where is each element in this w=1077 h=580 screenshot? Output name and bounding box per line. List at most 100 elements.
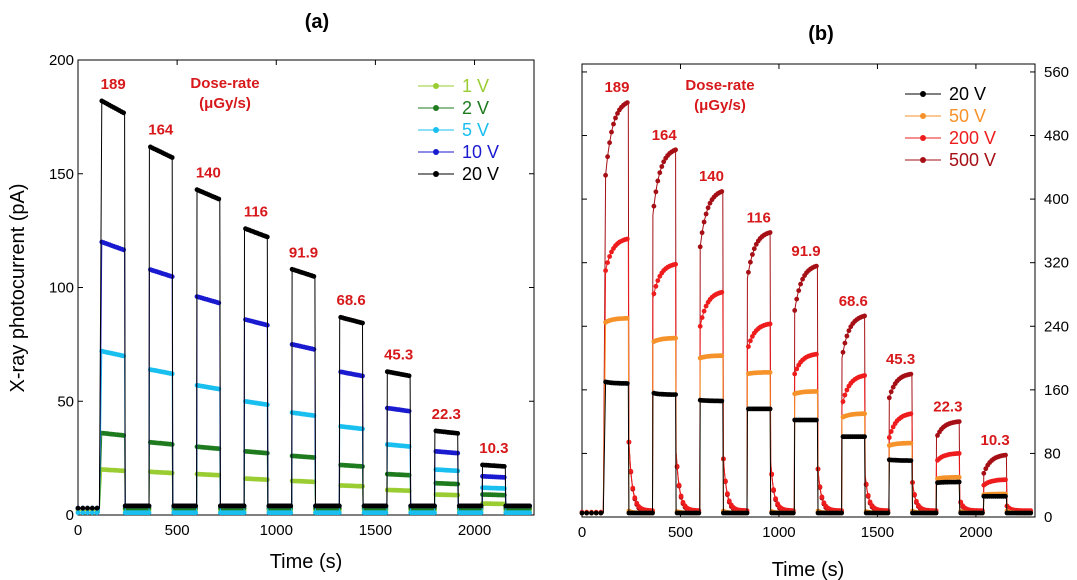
panel-a-ticks: 0 500 1000 1500 2000 0 50 100 150 200 — [49, 52, 534, 539]
data-point — [819, 494, 825, 500]
data-point — [579, 510, 585, 516]
data-point — [673, 335, 678, 341]
data-point — [193, 510, 199, 516]
data-point — [383, 503, 389, 509]
panel-b-plot-frame — [581, 63, 1036, 518]
data-point — [653, 189, 659, 195]
data-point — [673, 147, 678, 153]
legend-swatch-marker — [920, 135, 926, 141]
data-point — [241, 503, 247, 509]
data-point — [746, 344, 751, 349]
data-point — [750, 252, 755, 257]
dose-rate-label: 164 — [148, 121, 174, 138]
data-point — [719, 353, 725, 359]
data-point — [1003, 452, 1008, 458]
data-point — [611, 121, 616, 127]
data-point — [264, 234, 270, 240]
data-point — [767, 370, 773, 375]
y-tick-label: 80 — [1044, 445, 1061, 462]
data-point — [935, 433, 940, 438]
dose-rate-label: 10.3 — [479, 440, 508, 457]
x-tick-label: 1000 — [260, 522, 293, 539]
x-tick-label: 1000 — [762, 524, 795, 541]
data-point — [624, 381, 630, 386]
series-line — [582, 381, 1031, 514]
legend-swatch-marker — [433, 149, 439, 155]
data-point — [844, 387, 850, 393]
legend-swatch-marker — [920, 113, 926, 119]
panel-a-series — [75, 98, 532, 516]
dose-rate-label: 45.3 — [384, 347, 413, 364]
data-point — [767, 406, 773, 412]
data-point — [1028, 510, 1034, 516]
data-point — [80, 510, 86, 516]
data-point — [701, 219, 707, 225]
panel-a-y-axis-label: X-ray photocurrent (pA) — [7, 184, 29, 393]
data-point — [908, 371, 914, 377]
data-point — [605, 260, 610, 265]
data-point — [628, 468, 634, 474]
data-point — [655, 178, 661, 184]
data-point — [650, 510, 655, 516]
panel-b-label: (b) — [808, 23, 834, 45]
data-point — [589, 510, 594, 516]
data-point — [956, 419, 962, 424]
data-point — [886, 435, 892, 440]
data-point — [673, 392, 678, 397]
data-point — [746, 269, 751, 275]
panel-b-x-axis-label: Time (s) — [772, 559, 845, 580]
data-point — [792, 371, 798, 377]
legend-entry: 2 V — [462, 98, 489, 118]
data-point — [624, 100, 630, 105]
panel-a-annotations: 189 164 140 116 91.9 68.6 45.3 22.3 10.3 Dose-rat… — [101, 75, 509, 457]
x-tick-label: 0 — [578, 524, 586, 541]
data-point — [956, 451, 962, 456]
data-point — [651, 291, 657, 297]
data-point — [624, 236, 630, 242]
data-point — [121, 110, 126, 116]
data-point — [814, 417, 819, 423]
data-point — [94, 510, 100, 516]
data-point — [981, 470, 987, 476]
x-tick-label: 500 — [165, 522, 190, 539]
data-point — [867, 499, 873, 505]
data-point — [814, 263, 819, 269]
x-tick-label: 1500 — [359, 522, 392, 539]
series-line — [78, 241, 530, 509]
panel-b: (b) 0 500 1000 1500 2000 0 80 160 240 320 400 480 56… — [578, 23, 1069, 580]
data-point — [771, 487, 776, 492]
data-point — [794, 296, 800, 302]
data-point — [455, 431, 461, 436]
data-point — [983, 466, 989, 472]
data-point — [75, 505, 81, 511]
data-point — [85, 510, 90, 516]
data-point — [94, 505, 100, 511]
data-point — [603, 268, 608, 273]
data-point — [527, 510, 532, 516]
dose-rate-header: (μGy/s) — [694, 97, 746, 114]
data-point — [241, 510, 247, 516]
dose-rate-label: 68.6 — [839, 293, 868, 310]
data-point — [703, 211, 709, 217]
data-point — [193, 503, 199, 509]
data-point — [609, 249, 614, 255]
y-tick-label: 560 — [1044, 64, 1069, 81]
data-point — [598, 510, 604, 516]
data-point — [956, 474, 962, 480]
data-point — [336, 503, 342, 509]
legend-swatch-marker — [433, 171, 439, 177]
legend-entry: 20 V — [462, 164, 499, 184]
x-tick-label: 0 — [74, 522, 82, 539]
data-point — [719, 189, 725, 194]
data-point — [723, 478, 728, 484]
y-tick-label: 400 — [1044, 191, 1069, 208]
data-point — [615, 111, 620, 116]
dose-rate-label: 45.3 — [886, 351, 915, 368]
data-point — [844, 333, 850, 339]
data-point — [800, 276, 805, 282]
data-point — [288, 503, 294, 509]
y-tick-label: 100 — [49, 280, 74, 297]
data-point — [676, 482, 682, 488]
legend-entry: 5 V — [462, 120, 489, 140]
